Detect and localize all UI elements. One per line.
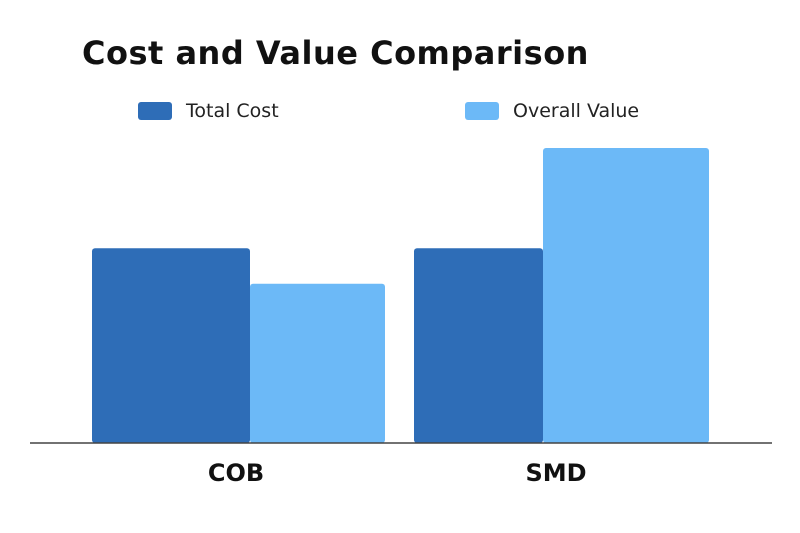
legend-label-total-cost: Total Cost	[186, 100, 279, 122]
chart-title: Cost and Value Comparison	[82, 34, 589, 72]
legend-swatch-total-cost	[138, 102, 172, 120]
bar-smd-total-cost	[414, 248, 543, 443]
bar-cob-overall-value	[250, 283, 385, 443]
legend-item-total-cost: Total Cost	[138, 100, 279, 122]
category-label-cob: COB	[208, 459, 264, 487]
legend-label-overall-value: Overall Value	[513, 100, 640, 122]
bar-cob-total-cost	[92, 248, 250, 443]
category-label-smd: SMD	[525, 459, 586, 487]
legend-swatch-overall-value	[465, 102, 499, 120]
legend-item-overall-value: Overall Value	[465, 100, 639, 122]
bar-smd-overall-value	[543, 148, 709, 443]
